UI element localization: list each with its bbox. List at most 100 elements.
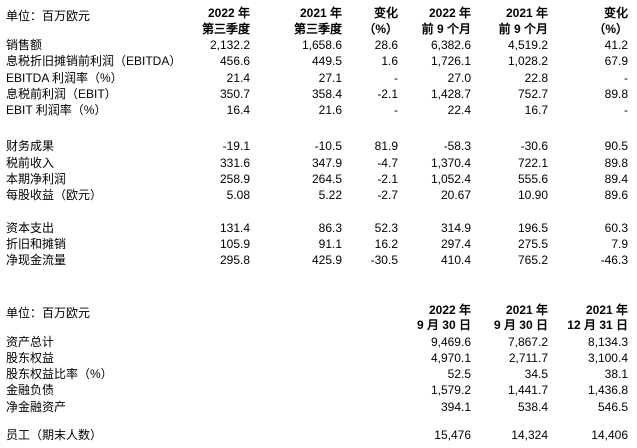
- cell: -2.7: [377, 188, 398, 203]
- cell: 394.1: [440, 399, 471, 414]
- cell: 314.9: [440, 220, 471, 235]
- row-label: 息税前利润（EBIT）: [6, 86, 117, 101]
- cell: 2,132.2: [209, 38, 250, 52]
- cell: 3,100.4: [587, 350, 628, 365]
- cell: 67.9: [604, 54, 628, 69]
- table-row-net-financial-assets: 净金融资产 394.1 538.4 546.5: [0, 399, 637, 415]
- cell: 91.1: [318, 236, 342, 251]
- balance-sheet-table: 单位：百万欧元 2022 年 9 月 30 日 2021 年 9 月 30 日 …: [0, 301, 637, 444]
- row-label: 净现金流量: [6, 253, 67, 268]
- cell: 89.8: [604, 155, 628, 170]
- cell: 131.4: [219, 220, 250, 235]
- cell: 1,441.7: [507, 383, 548, 398]
- cell: 1,052.4: [430, 172, 471, 187]
- table-row-eps: 每股收益（欧元） 5.08 5.22 -2.7 20.67 10.90 89.6: [0, 187, 637, 203]
- cell: 1,579.2: [430, 383, 471, 398]
- table-row-ebit: 息税前利润（EBIT） 350.7 358.4 -2.1 1,428.7 752…: [0, 86, 637, 102]
- row-label: 净金融资产: [6, 399, 67, 414]
- cell: 89.4: [604, 172, 628, 187]
- cell: 10.90: [517, 188, 548, 203]
- cell: 456.6: [219, 54, 250, 69]
- row-label: 资本支出: [6, 220, 55, 235]
- row-label: 息税折旧摊销前利润（EBITDA）: [6, 54, 182, 69]
- section-gap: [0, 269, 637, 301]
- cell: 555.6: [517, 172, 548, 187]
- cell: 27.0: [447, 70, 471, 85]
- cell: -: [624, 103, 628, 118]
- cell: 1,028.2: [507, 54, 548, 69]
- row-label: 股东权益: [6, 350, 55, 365]
- row-label: 销售额: [6, 38, 43, 52]
- col-header-2022-9m: 2022 年 前 9 个月: [421, 6, 471, 36]
- cell: 1.6: [381, 54, 398, 69]
- col-header-2021-9m: 2021 年 前 9 个月: [498, 6, 548, 36]
- balance-sheet-header-row: 单位：百万欧元 2022 年 9 月 30 日 2021 年 9 月 30 日 …: [0, 301, 637, 334]
- section-gap: [0, 118, 637, 138]
- table-row-depreciation: 折旧和摊销 105.9 91.1 16.2 297.4 275.5 7.9: [0, 236, 637, 252]
- cell: -30.6: [520, 139, 548, 154]
- cell: 331.6: [219, 155, 250, 170]
- cell: 21.4: [226, 70, 250, 85]
- col-header-2021-12-31: 2021 年 12 月 31 日: [567, 302, 628, 333]
- cell: -2.1: [377, 86, 398, 101]
- cell: 20.67: [440, 188, 471, 203]
- cell: 5.22: [318, 188, 342, 203]
- cell: 52.3: [374, 220, 398, 235]
- table-row-net-cash-flow: 净现金流量 295.8 425.9 -30.5 410.4 765.2 -46.…: [0, 252, 637, 268]
- cell: 1,370.4: [430, 155, 471, 170]
- cell: 538.4: [517, 399, 548, 414]
- col-header-change-9m: 变化 （%）: [593, 6, 628, 36]
- table-row-total-assets: 资产总计 9,469.6 7,867.2 8,134.3: [0, 334, 637, 350]
- cell: 16.4: [226, 103, 250, 118]
- cell: 4,970.1: [430, 350, 471, 365]
- cell: -46.3: [600, 253, 628, 268]
- cell: 89.8: [604, 86, 628, 101]
- table-row-financial-liabilities: 金融负债 1,579.2 1,441.7 1,436.8: [0, 382, 637, 398]
- table-row-equity-ratio: 股东权益比率（%） 52.5 34.5 38.1: [0, 366, 637, 382]
- cell: 89.6: [604, 188, 628, 203]
- table-row-sales: 销售额 2,132.2 1,658.6 28.6 6,382.6 4,519.2…: [0, 37, 637, 53]
- cell: 21.6: [318, 103, 342, 118]
- cell: 14,324: [511, 428, 548, 443]
- unit-label: 单位：百万欧元: [6, 305, 91, 320]
- cell: 34.5: [524, 367, 548, 382]
- cell: 275.5: [517, 236, 548, 251]
- row-label: EBIT 利润率（%）: [6, 103, 107, 118]
- table-row-ebit-margin: EBIT 利润率（%） 16.4 21.6 - 22.4 16.7 -: [0, 102, 637, 118]
- cell: 1,658.6: [301, 38, 342, 52]
- row-label: 金融负债: [6, 383, 55, 398]
- cell: -4.7: [377, 155, 398, 170]
- cell: 22.4: [447, 103, 471, 118]
- cell: 258.9: [219, 172, 250, 187]
- cell: 90.5: [604, 139, 628, 154]
- cell: 52.5: [447, 367, 471, 382]
- cell: -10.5: [314, 139, 342, 154]
- cell: 8,134.3: [587, 334, 628, 349]
- cell: 350.7: [219, 86, 250, 101]
- cell: 60.3: [604, 220, 628, 235]
- cell: 6,382.6: [430, 38, 471, 52]
- table-row-net-income: 本期净利润 258.9 264.5 -2.1 1,052.4 555.6 89.…: [0, 171, 637, 187]
- table-row-ebitda: 息税折旧摊销前利润（EBITDA） 456.6 449.5 1.6 1,726.…: [0, 53, 637, 69]
- cell: 9,469.6: [430, 334, 471, 349]
- cell: 15,476: [434, 428, 471, 443]
- col-header-change-q: 变化 （%）: [363, 6, 398, 36]
- cell: -30.5: [370, 253, 398, 268]
- income-statement-header-row: 单位：百万欧元 2022 年 第三季度 2021 年 第三季度 变化 （%） 2…: [0, 4, 637, 37]
- col-header-2022-09-30: 2022 年 9 月 30 日: [416, 302, 471, 333]
- cell: 4,519.2: [507, 38, 548, 52]
- cell: 196.5: [517, 220, 548, 235]
- cell: 105.9: [219, 236, 250, 251]
- cell: -: [394, 103, 398, 118]
- table-row-financial-result: 财务成果 -19.1 -10.5 81.9 -58.3 -30.6 90.5: [0, 138, 637, 154]
- row-label: 资产总计: [6, 334, 55, 349]
- cell: -58.3: [443, 139, 471, 154]
- cell: 425.9: [311, 253, 342, 268]
- table-row-capex: 资本支出 131.4 86.3 52.3 314.9 196.5 60.3: [0, 220, 637, 236]
- cell: 765.2: [517, 253, 548, 268]
- row-label: 股东权益比率（%）: [6, 367, 113, 382]
- cell: 449.5: [311, 54, 342, 69]
- cell: 1,428.7: [430, 86, 471, 101]
- row-label: 税前收入: [6, 155, 55, 170]
